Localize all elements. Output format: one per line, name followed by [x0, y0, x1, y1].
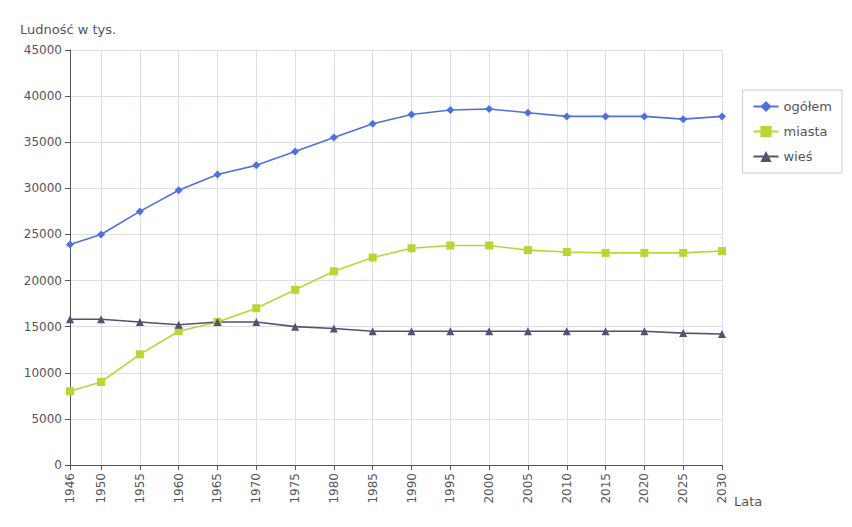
- svg-text:1990: 1990: [405, 473, 419, 504]
- svg-text:1985: 1985: [366, 473, 380, 504]
- svg-text:wieś: wieś: [783, 149, 812, 164]
- svg-text:2015: 2015: [599, 473, 613, 504]
- svg-text:20000: 20000: [24, 274, 62, 288]
- svg-text:2010: 2010: [560, 473, 574, 504]
- svg-text:1946: 1946: [63, 473, 77, 504]
- svg-text:1995: 1995: [443, 473, 457, 504]
- svg-text:10000: 10000: [24, 366, 62, 380]
- svg-text:30000: 30000: [24, 181, 62, 195]
- svg-text:2025: 2025: [676, 473, 690, 504]
- svg-text:2000: 2000: [482, 473, 496, 504]
- svg-text:1960: 1960: [172, 473, 186, 504]
- svg-text:1980: 1980: [327, 473, 341, 504]
- svg-text:Lata: Lata: [734, 494, 762, 509]
- svg-text:miasta: miasta: [783, 124, 827, 139]
- svg-text:15000: 15000: [24, 320, 62, 334]
- svg-text:1950: 1950: [94, 473, 108, 504]
- svg-text:ogółem: ogółem: [783, 99, 832, 114]
- svg-text:Ludność w tys.: Ludność w tys.: [20, 22, 116, 37]
- svg-text:1970: 1970: [249, 473, 263, 504]
- svg-text:2020: 2020: [637, 473, 651, 504]
- svg-text:2030: 2030: [715, 473, 729, 504]
- svg-text:45000: 45000: [24, 43, 62, 57]
- svg-text:25000: 25000: [24, 227, 62, 241]
- svg-text:35000: 35000: [24, 135, 62, 149]
- svg-text:1965: 1965: [210, 473, 224, 504]
- svg-text:40000: 40000: [24, 89, 62, 103]
- svg-text:1975: 1975: [288, 473, 302, 504]
- svg-text:1955: 1955: [133, 473, 147, 504]
- svg-text:2005: 2005: [521, 473, 535, 504]
- svg-text:5000: 5000: [31, 412, 62, 426]
- svg-text:0: 0: [54, 458, 62, 472]
